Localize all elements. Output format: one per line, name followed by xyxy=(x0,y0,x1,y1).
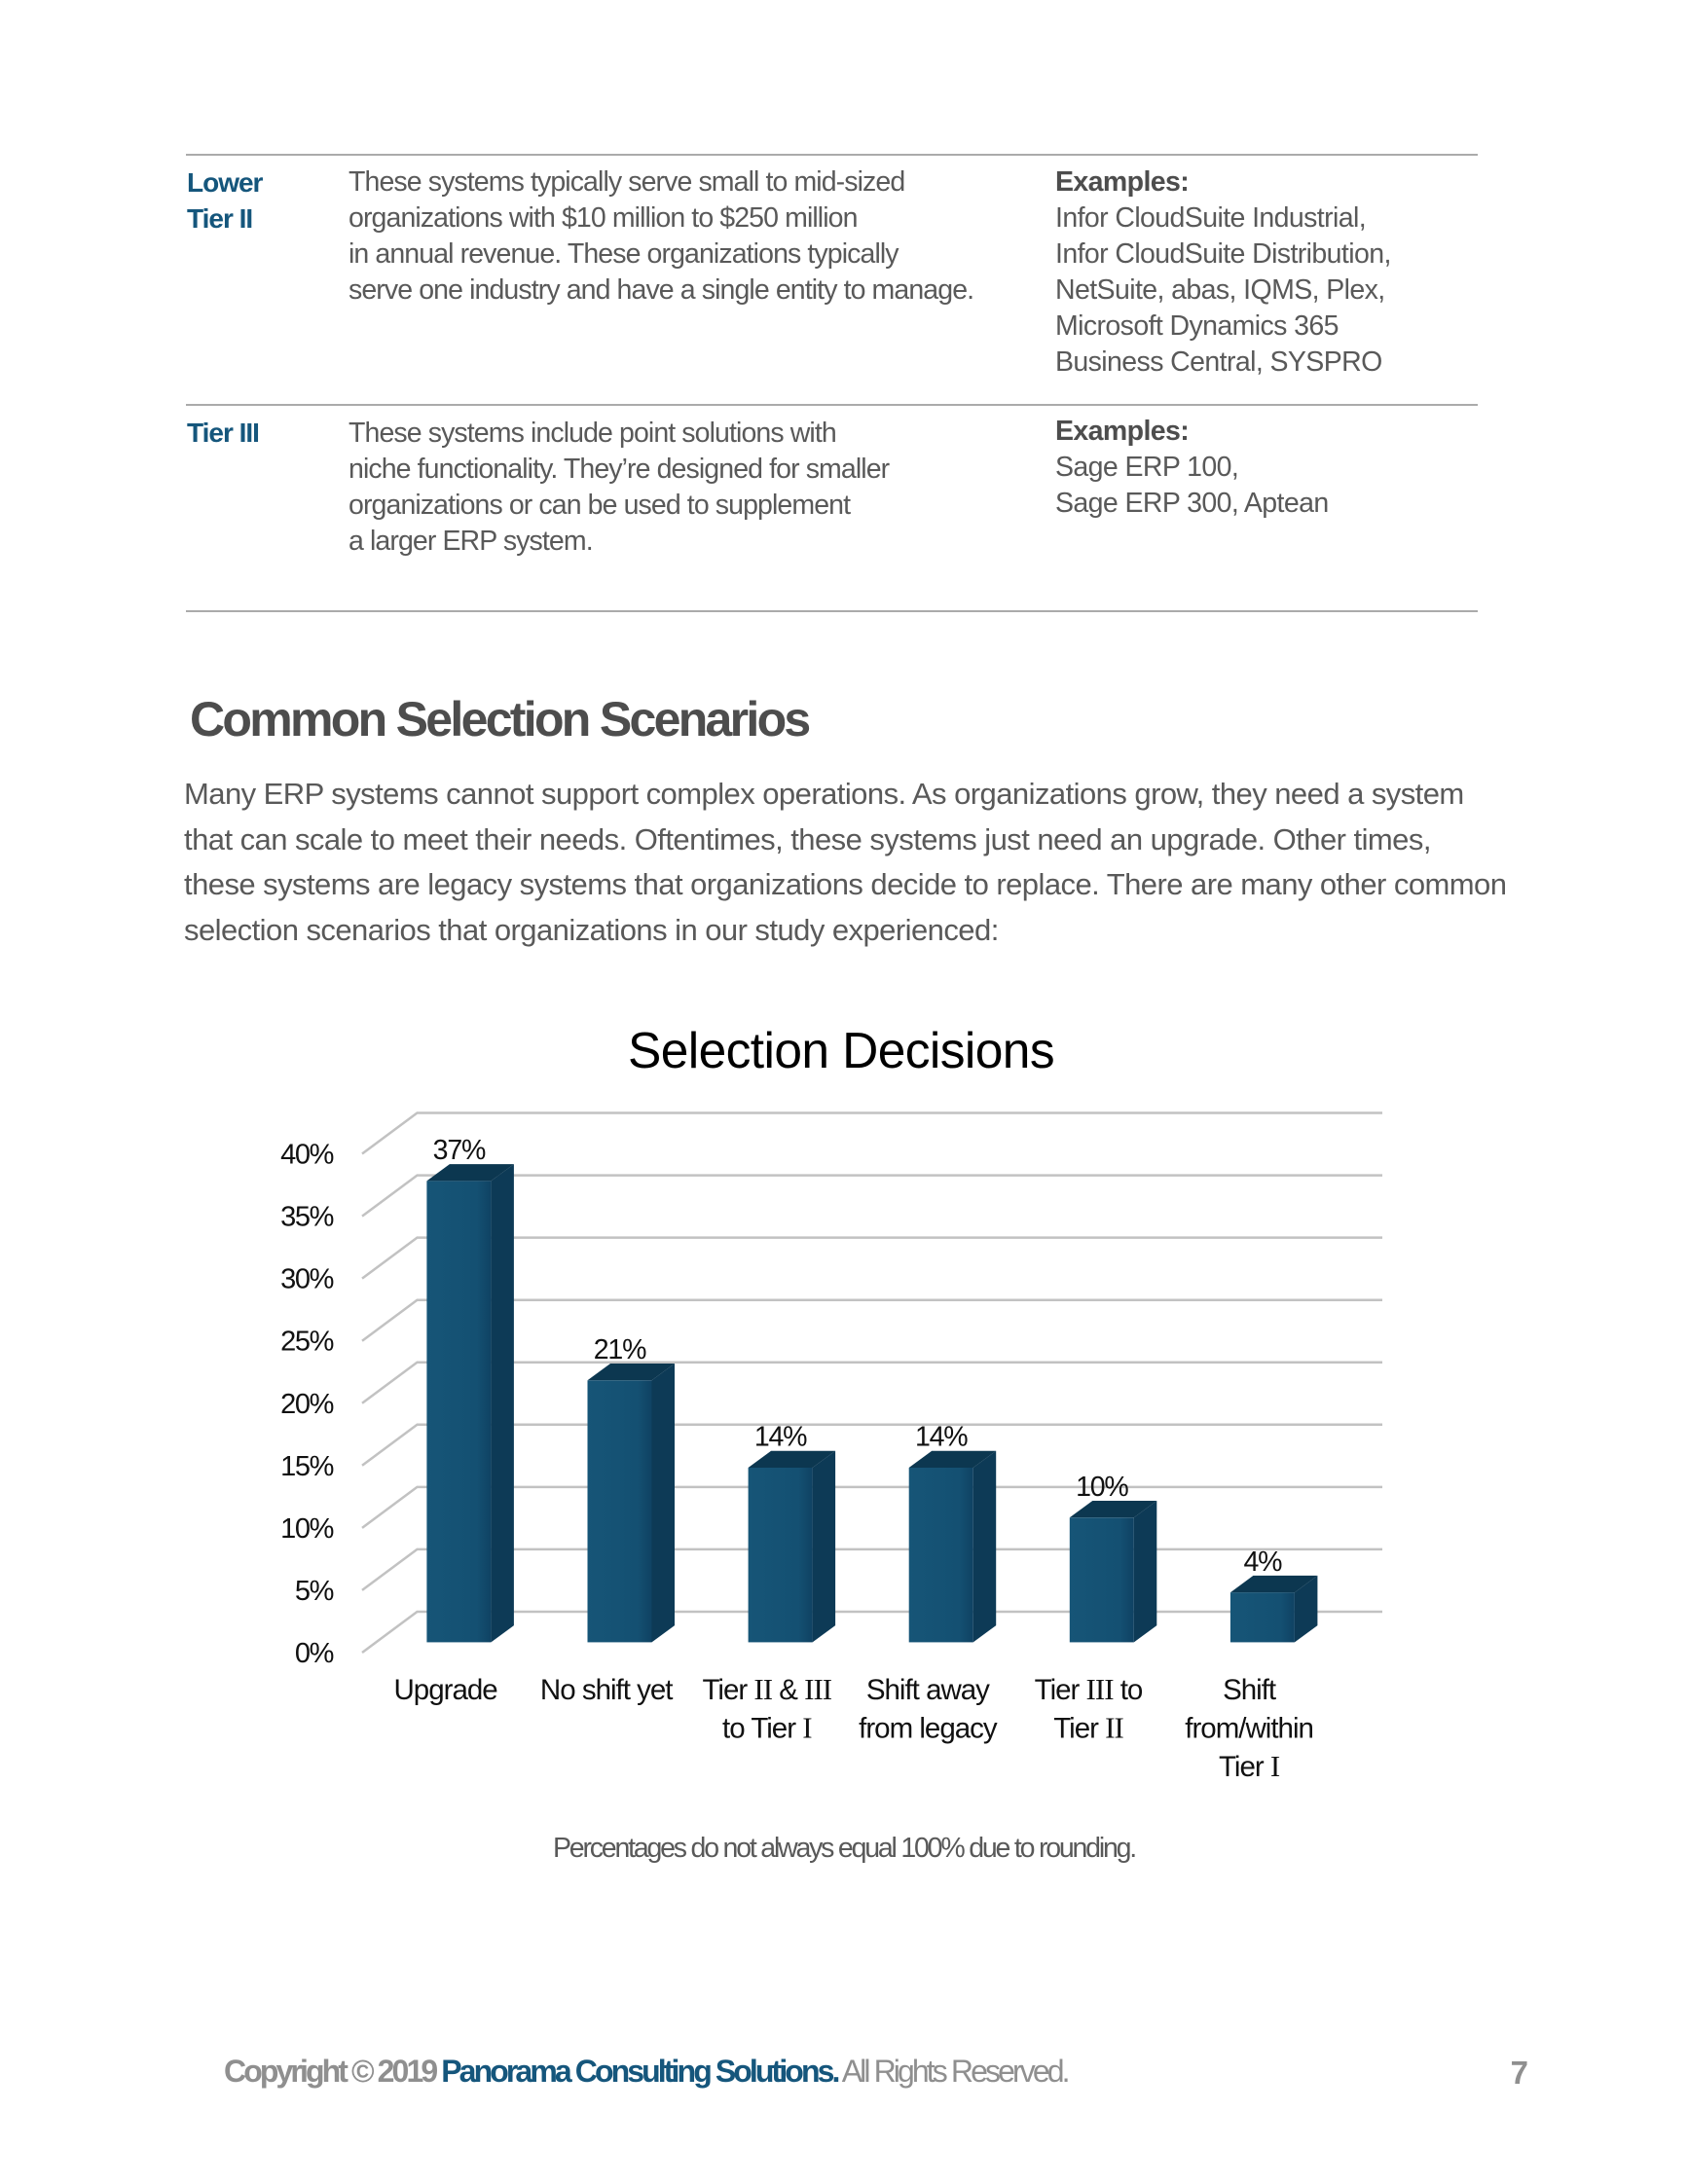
svg-text:21%: 21% xyxy=(594,1334,646,1365)
svg-text:4%: 4% xyxy=(1244,1547,1283,1578)
svg-text:14%: 14% xyxy=(754,1422,807,1453)
svg-text:10%: 10% xyxy=(280,1513,333,1545)
svg-text:20%: 20% xyxy=(280,1389,333,1420)
svg-text:35%: 35% xyxy=(280,1202,333,1233)
svg-text:Shift away: Shift away xyxy=(866,1674,990,1706)
svg-text:25%: 25% xyxy=(280,1327,333,1358)
svg-text:Selection Decisions: Selection Decisions xyxy=(628,1022,1054,1078)
svg-text:37%: 37% xyxy=(433,1135,486,1166)
svg-text:15%: 15% xyxy=(280,1451,333,1482)
svg-text:Tier III to: Tier III to xyxy=(1035,1672,1143,1706)
svg-text:0%: 0% xyxy=(295,1638,334,1669)
svg-text:5%: 5% xyxy=(295,1576,334,1607)
svg-text:Shift: Shift xyxy=(1223,1674,1276,1706)
svg-text:to Tier I: to Tier I xyxy=(722,1711,812,1745)
svg-text:Tier II & III: Tier II & III xyxy=(702,1672,831,1706)
svg-text:30%: 30% xyxy=(280,1264,333,1295)
svg-text:40%: 40% xyxy=(280,1140,333,1171)
svg-text:Tier I: Tier I xyxy=(1219,1749,1280,1783)
svg-text:Upgrade: Upgrade xyxy=(394,1674,498,1706)
svg-text:from legacy: from legacy xyxy=(859,1713,998,1745)
svg-text:14%: 14% xyxy=(915,1422,968,1453)
svg-text:from/within: from/within xyxy=(1185,1713,1313,1745)
svg-text:No shift yet: No shift yet xyxy=(540,1674,673,1706)
svg-text:Tier II: Tier II xyxy=(1053,1711,1123,1745)
svg-text:10%: 10% xyxy=(1076,1472,1128,1503)
